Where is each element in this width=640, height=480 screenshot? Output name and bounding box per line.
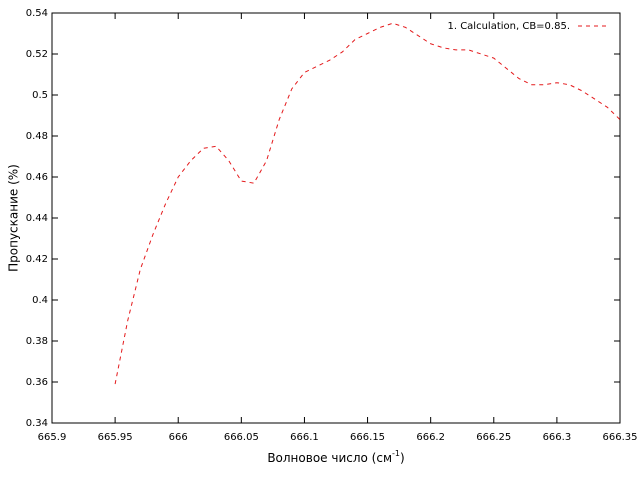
x-tick-label: 666.2: [416, 432, 445, 443]
x-tick-label: 665.9: [38, 432, 67, 443]
x-tick-label: 666: [169, 432, 188, 443]
y-tick-label: 0.44: [26, 213, 48, 224]
y-tick-label: 0.52: [26, 49, 48, 60]
y-tick-label: 0.48: [26, 131, 48, 142]
y-tick-label: 0.34: [26, 418, 48, 429]
y-tick-label: 0.54: [26, 8, 48, 19]
x-label-sup: -1: [392, 449, 400, 458]
x-tick-label: 665.95: [98, 432, 133, 443]
legend-label: 1. Calculation, CB=0.85.: [447, 21, 570, 32]
x-tick-label: 666.35: [603, 432, 638, 443]
x-label-end: ): [400, 451, 405, 465]
y-tick-label: 0.46: [26, 172, 48, 183]
data-line: [114, 22, 621, 385]
y-tick-label: 0.36: [26, 377, 48, 388]
y-tick-label: 0.5: [32, 90, 48, 101]
y-axis-label: Пропускание (%): [7, 164, 21, 272]
plot-frame: [51, 12, 621, 424]
x-tick-label: 666.3: [543, 432, 572, 443]
x-tick-label: 666.15: [350, 432, 385, 443]
x-tick-label: 666.25: [476, 432, 511, 443]
x-tick-label: 666.05: [224, 432, 259, 443]
x-tick-label: 666.1: [290, 432, 319, 443]
x-axis-label: Волновое число (см-1): [267, 449, 404, 465]
y-tick-label: 0.42: [26, 254, 48, 265]
y-tick-label: 0.38: [26, 336, 48, 347]
y-tick-label: 0.4: [32, 295, 48, 306]
x-label-text: Волновое число (см: [267, 451, 392, 465]
